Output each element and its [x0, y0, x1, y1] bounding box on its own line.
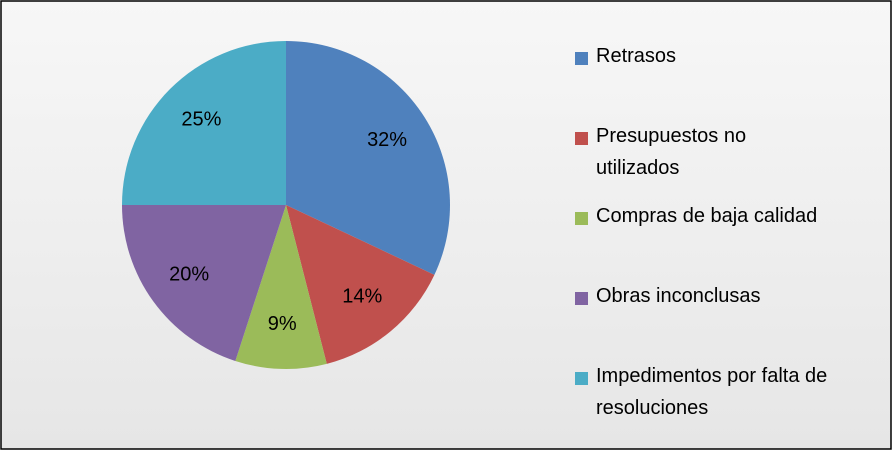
- data-label: 32%: [367, 129, 407, 151]
- pie-slice: [286, 205, 435, 364]
- legend-swatch: [575, 292, 588, 305]
- pie-slice: [122, 41, 286, 205]
- data-label: 9%: [268, 313, 297, 335]
- legend: Retrasos Presupuestos no utilizados Compra…: [575, 0, 885, 450]
- legend-label: Retrasos: [596, 45, 677, 67]
- legend-swatch: [575, 372, 588, 385]
- legend-entry: Compras de baja calidad: [575, 205, 831, 232]
- data-label: 14%: [342, 286, 382, 308]
- legend-entry: Impedimentos por falta de resoluciones: [575, 365, 831, 424]
- legend-entry: Presupuestos no utilizados: [575, 125, 831, 184]
- legend-label: Compras de baja calidad: [596, 205, 818, 227]
- legend-entry: Retrasos: [575, 45, 831, 72]
- legend-label: Impedimentos por falta de resoluciones: [596, 365, 828, 419]
- legend-entry: Obras inconclusas: [575, 285, 831, 312]
- legend-label: Obras inconclusas: [596, 285, 761, 307]
- data-label: 25%: [181, 109, 221, 131]
- pie-slice: [122, 205, 286, 361]
- pie-slice: [286, 41, 450, 275]
- pie-slice: [235, 205, 327, 369]
- legend-swatch: [575, 132, 588, 145]
- legend-swatch: [575, 212, 588, 225]
- legend-label: Presupuestos no utilizados: [596, 125, 747, 179]
- data-label: 20%: [169, 264, 209, 286]
- legend-swatch: [575, 52, 588, 65]
